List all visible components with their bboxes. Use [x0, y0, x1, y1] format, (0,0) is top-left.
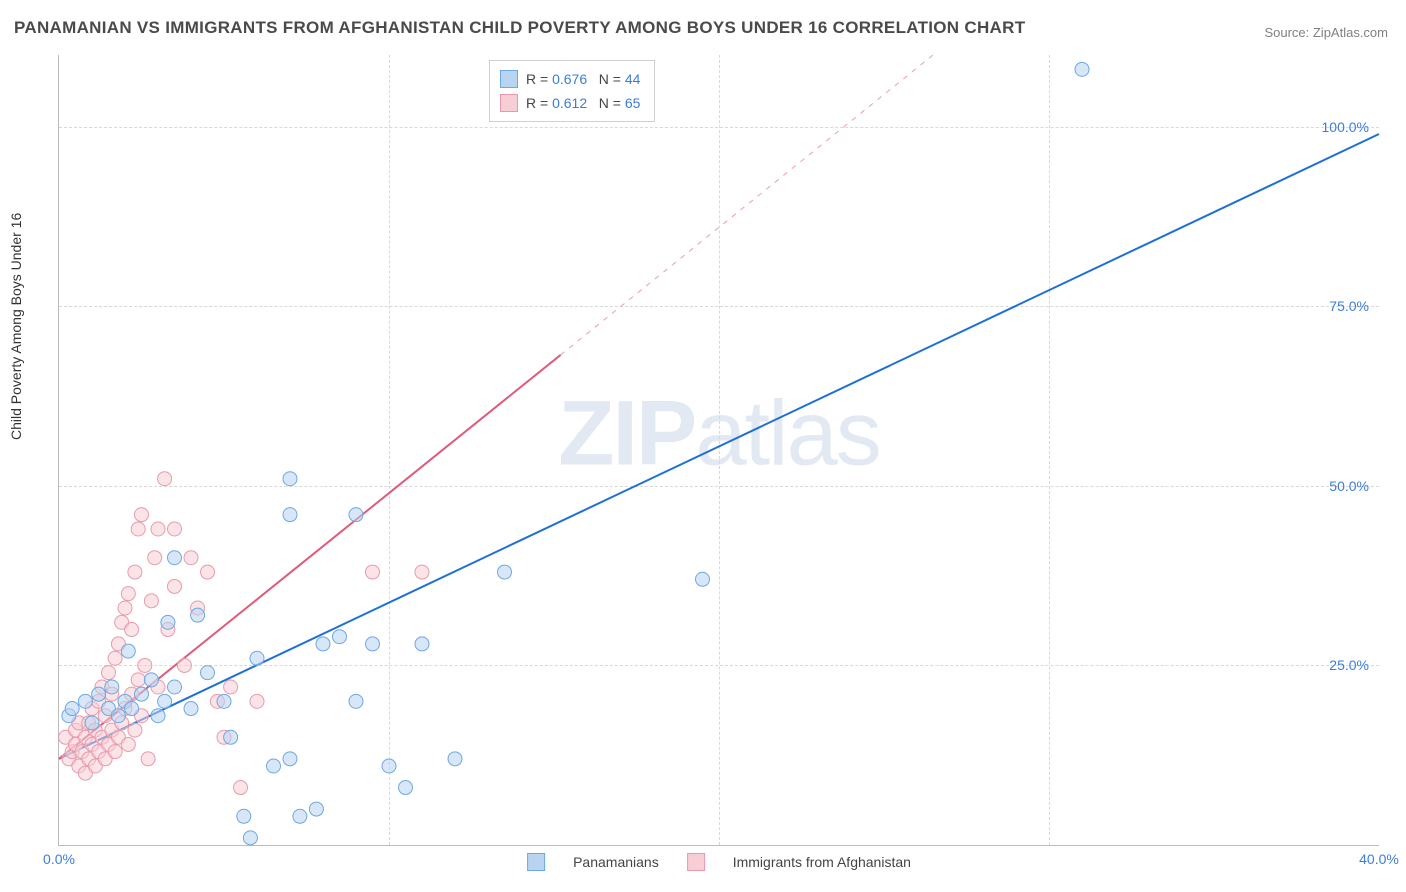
chart-title: PANAMANIAN VS IMMIGRANTS FROM AFGHANISTA…: [14, 18, 1025, 38]
plot-svg: [59, 55, 1379, 845]
y-axis-label: Child Poverty Among Boys Under 16: [8, 213, 24, 440]
legend-label-afghanistan: Immigrants from Afghanistan: [733, 854, 911, 870]
stats-text: R = 0.676 N = 44: [526, 71, 640, 87]
bottom-legend: Panamanians Immigrants from Afghanistan: [527, 853, 911, 871]
stats-row: R = 0.612 N = 65: [500, 91, 640, 115]
stats-text: R = 0.612 N = 65: [526, 95, 640, 111]
swatch-panamanians: [527, 853, 545, 871]
plot-area: ZIPatlas R = 0.676 N = 44R = 0.612 N = 6…: [58, 55, 1379, 846]
swatch-icon: [500, 70, 518, 88]
y-tick: 100.0%: [1322, 119, 1369, 135]
source-prefix: Source:: [1264, 25, 1312, 40]
y-tick: 50.0%: [1329, 478, 1369, 494]
stats-row: R = 0.676 N = 44: [500, 67, 640, 91]
legend-label-panamanians: Panamanians: [573, 854, 659, 870]
source-link[interactable]: ZipAtlas.com: [1313, 25, 1388, 40]
stats-legend: R = 0.676 N = 44 R = 0.612 N = 65: [489, 60, 655, 122]
source-attribution: Source: ZipAtlas.com: [1264, 25, 1388, 40]
x-tick: 40.0%: [1359, 851, 1399, 867]
swatch-afghanistan: [687, 853, 705, 871]
y-tick: 25.0%: [1329, 657, 1369, 673]
x-tick: 0.0%: [43, 851, 75, 867]
swatch-icon: [500, 94, 518, 112]
y-tick: 75.0%: [1329, 298, 1369, 314]
